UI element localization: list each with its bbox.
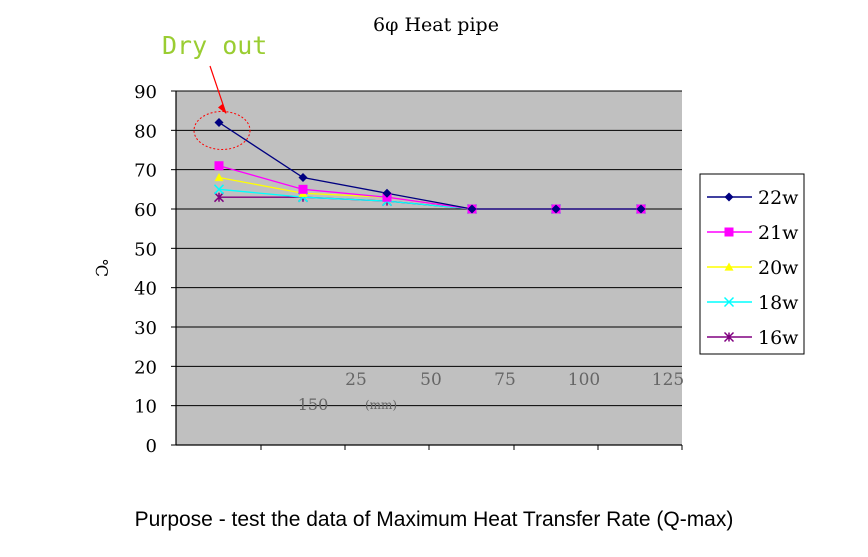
y-tick-labels: 0 10 20 30 40 50 60 70 80 90 (134, 82, 157, 457)
y-tick-label: 0 (146, 436, 157, 457)
marker-diamond (214, 117, 224, 127)
marker-diamond (298, 173, 308, 183)
y-tick-label: 90 (134, 82, 157, 103)
annotation-arrow-head (218, 103, 226, 114)
x-tick-labels: 25 50 75 100 125 150 (mm) (298, 370, 685, 414)
marker-diamond (724, 192, 734, 202)
legend: 22w 21w 20w 18w 16w (699, 173, 805, 355)
y-tick-label: 70 (134, 161, 157, 182)
marker-star (723, 331, 735, 343)
y-tick-label: 10 (134, 397, 157, 418)
legend-label: 16w (758, 327, 799, 349)
annotation-label: Dry out (162, 31, 267, 60)
y-tick-label: 30 (134, 318, 157, 339)
marker-square (724, 227, 734, 237)
x-tick-label: 125 (652, 370, 684, 390)
y-tick-label: 40 (134, 279, 157, 300)
x-axis-unit-label: 150 (298, 395, 329, 414)
marker-square (214, 161, 224, 171)
axes (171, 90, 683, 450)
marker-x (723, 296, 735, 308)
y-axis-label: ℃ (92, 259, 111, 277)
legend-label: 22w (758, 187, 799, 209)
legend-label: 18w (758, 292, 799, 314)
series-lines (218, 121, 641, 210)
chart-title: 6φ Heat pipe (373, 14, 499, 36)
marker-triangle (724, 262, 734, 271)
caption: Purpose - test the data of Maximum Heat … (134, 508, 734, 531)
marker-diamond (382, 188, 392, 198)
x-tick-label: 25 (345, 370, 367, 390)
x-tick-label: 75 (494, 370, 516, 390)
x-axis-unit-label: (mm) (365, 398, 397, 412)
annotation-circle (193, 110, 251, 150)
marker-triangle (214, 173, 224, 182)
y-tick-label: 50 (134, 239, 157, 260)
y-tick-label: 60 (134, 200, 157, 221)
x-tick-label: 100 (568, 370, 600, 390)
gridlines (176, 90, 682, 407)
marker-diamond (636, 204, 646, 214)
marker-diamond (467, 204, 477, 214)
y-tick-label: 20 (134, 357, 157, 378)
marker-star (213, 192, 225, 203)
y-tick-label: 80 (134, 121, 157, 142)
x-tick-label: 50 (420, 370, 442, 390)
marker-square (298, 184, 308, 194)
marker-diamond (551, 204, 561, 214)
legend-box (699, 173, 805, 355)
legend-label: 20w (758, 257, 799, 279)
legend-label: 21w (758, 222, 799, 244)
series-markers (213, 117, 647, 215)
annotation: Dry out (162, 31, 267, 150)
marker-x (213, 184, 225, 195)
series-line-22w (218, 121, 641, 210)
